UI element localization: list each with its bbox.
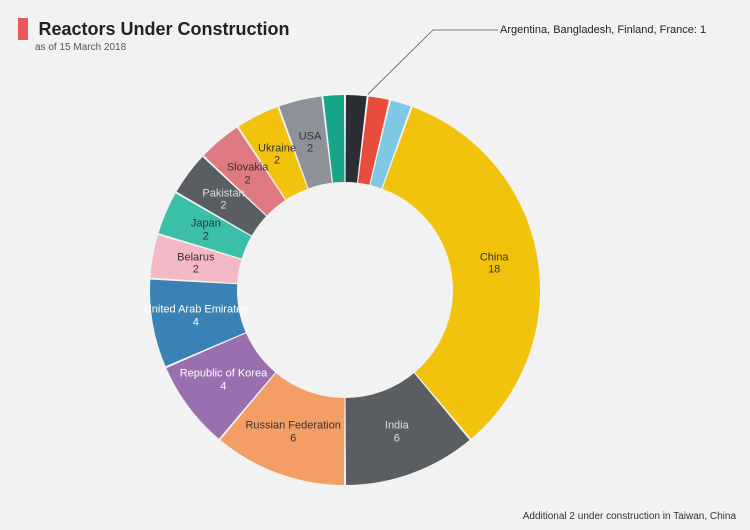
callout-text: Argentina, Bangladesh, Finland, France: … — [500, 24, 706, 36]
donut-chart: China18India6Russian Federation6Republic… — [0, 0, 750, 530]
callout-label: Argentina, Bangladesh, Finland, France: … — [500, 24, 706, 36]
donut-svg — [0, 0, 750, 530]
footnote: Additional 2 under construction in Taiwa… — [523, 511, 736, 522]
